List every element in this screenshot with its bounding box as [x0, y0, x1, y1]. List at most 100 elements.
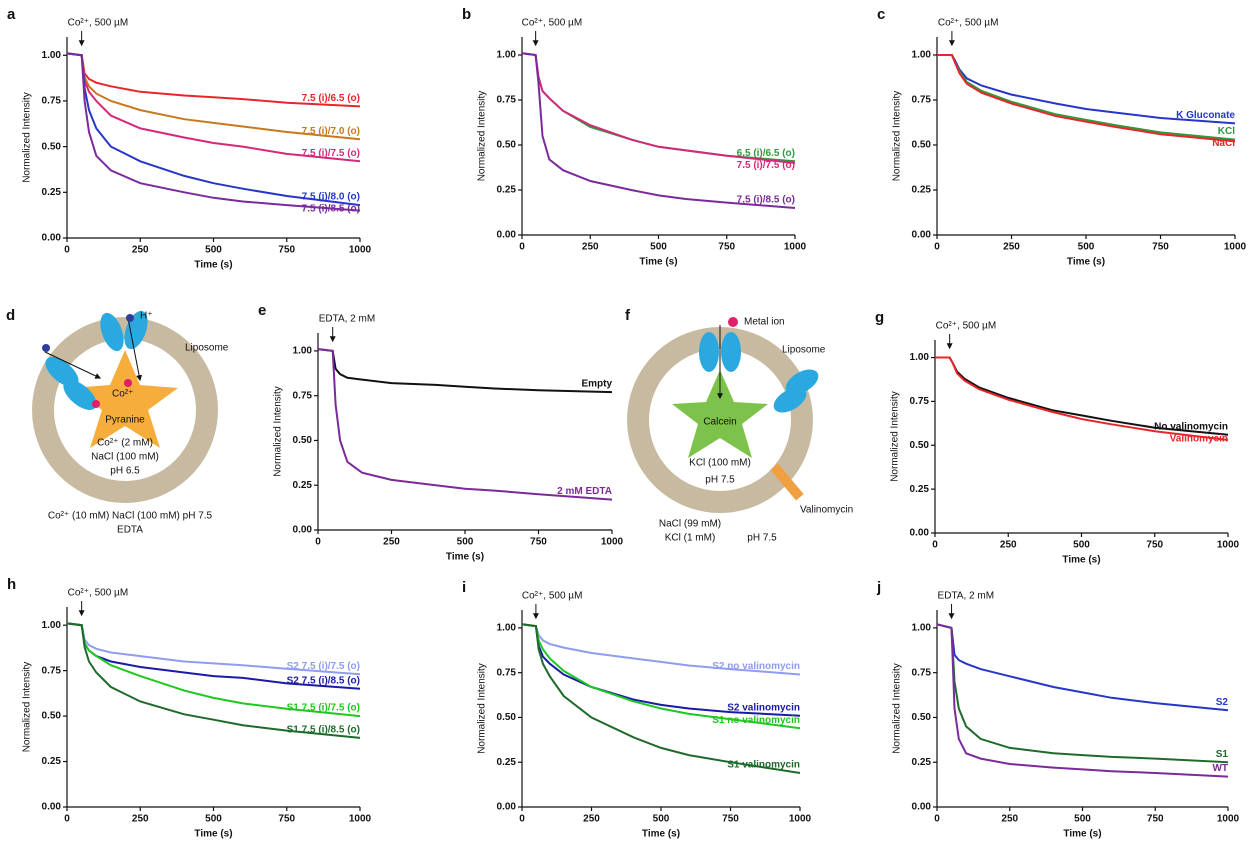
- x-tick-label: 250: [132, 814, 149, 825]
- x-tick-label: 500: [1073, 540, 1090, 551]
- panel-letter: g: [875, 309, 884, 326]
- label: EDTA: [117, 525, 143, 536]
- y-axis-label: Normalized Intensity: [892, 91, 903, 182]
- series-label: S2 7.5 (i)/8.5 (o): [287, 675, 360, 686]
- x-tick-label: 500: [1078, 242, 1095, 253]
- y-tick-label: 0.25: [42, 756, 62, 767]
- metal-ion: [728, 317, 738, 327]
- chart: g 0.00 0.25 0.50 0.75 1.00 0 250 500 750 1000 Time …: [875, 309, 1240, 566]
- proton: [42, 344, 50, 352]
- y-tick-label: 0.25: [42, 187, 62, 198]
- label: KCl (1 mM): [665, 533, 716, 544]
- series-label: K Gluconate: [1176, 110, 1235, 121]
- transporter: [100, 312, 124, 352]
- series-label: S2 no valinomycin: [712, 661, 800, 672]
- x-tick-label: 1000: [349, 814, 372, 825]
- transporter: [63, 380, 97, 410]
- x-tick-label: 500: [650, 242, 667, 253]
- x-tick-label: 750: [530, 537, 547, 548]
- panel-letter: i: [462, 579, 466, 596]
- series-label: S1: [1216, 749, 1229, 760]
- y-tick-label: 1.00: [912, 623, 932, 634]
- x-axis-label: Time (s): [642, 829, 680, 840]
- label: pH 7.5: [705, 475, 735, 486]
- x-tick-label: 750: [1152, 242, 1169, 253]
- x-tick-label: 750: [1147, 814, 1164, 825]
- chart: i 0.00 0.25 0.50 0.75 1.00 0 250 500 750 1000 Time …: [462, 579, 812, 840]
- x-tick-label: 500: [1074, 814, 1091, 825]
- y-tick-label: 0.00: [912, 802, 932, 813]
- series-label: 6.5 (i)/6.5 (o): [737, 148, 795, 159]
- panel-letter: c: [877, 6, 885, 23]
- chart: c 0.00 0.25 0.50 0.75 1.00 0 250 500 750 1000 Time …: [877, 6, 1247, 268]
- chart: e 0.00 0.25 0.50 0.75 1.00 0 250 500 750 1000 Time …: [258, 302, 624, 563]
- series-label: 7.5 (i)/8.5 (o): [302, 204, 360, 215]
- label: Co²⁺: [112, 389, 133, 400]
- x-tick-label: 1000: [789, 814, 812, 825]
- y-tick-label: 0.50: [912, 140, 932, 151]
- x-axis-label: Time (s): [1063, 829, 1101, 840]
- y-axis-label: Normalized Intensity: [890, 391, 901, 482]
- series-label: 7.5 (i)/7.5 (o): [737, 160, 795, 171]
- transporter: [721, 332, 741, 372]
- panel-letter: h: [7, 576, 16, 593]
- x-axis-label: Time (s): [194, 260, 232, 271]
- y-tick-label: 0.75: [497, 95, 517, 106]
- annotation: Co²⁺, 500 µM: [522, 18, 583, 29]
- x-tick-label: 0: [934, 242, 940, 253]
- series-line: [521, 623, 801, 774]
- x-tick-label: 1000: [784, 242, 807, 253]
- diagram-d: d H⁺ Co²⁺ Liposome Pyranine Co²⁺ (2 mM) …: [6, 307, 229, 536]
- y-axis-label: Normalized Intensity: [22, 92, 33, 183]
- y-tick-label: 0.00: [910, 528, 930, 539]
- chart: b 0.00 0.25 0.50 0.75 1.00 0 250 500 750 1000 Time …: [462, 6, 807, 268]
- transporter: [699, 332, 719, 372]
- series-label: 7.5 (i)/7.5 (o): [302, 148, 360, 159]
- panel-letter: j: [876, 579, 881, 596]
- series-line: [317, 348, 613, 501]
- y-axis-label: Normalized Intensity: [477, 91, 488, 182]
- panel-letter: a: [7, 6, 16, 23]
- series-label: S1 7.5 (i)/7.5 (o): [287, 703, 360, 714]
- series-label: No valinomycin: [1154, 421, 1228, 432]
- series-line: [936, 623, 1229, 712]
- y-tick-label: 0.75: [912, 95, 932, 106]
- series-label: S2 7.5 (i)/7.5 (o): [287, 661, 360, 672]
- series-label: 7.5 (i)/8.0 (o): [302, 192, 360, 203]
- series-label: WT: [1212, 763, 1228, 774]
- y-tick-label: 0.00: [42, 233, 62, 244]
- x-tick-label: 250: [582, 242, 599, 253]
- y-tick-label: 0.75: [497, 667, 517, 678]
- x-tick-label: 1000: [1224, 242, 1247, 253]
- chart: j 0.00 0.25 0.50 0.75 1.00 0 250 500 750 1000 Time …: [876, 579, 1240, 840]
- y-tick-label: 1.00: [910, 352, 930, 363]
- series-label: 7.5 (i)/6.5 (o): [302, 93, 360, 104]
- y-tick-label: 0.75: [42, 665, 62, 676]
- annotation: Co²⁺, 500 µM: [68, 588, 129, 599]
- x-axis-label: Time (s): [1062, 555, 1100, 566]
- panel-letter: b: [462, 6, 471, 23]
- liposome-ring: [32, 317, 218, 503]
- annotation: Co²⁺, 500 µM: [68, 18, 129, 29]
- x-tick-label: 0: [64, 814, 70, 825]
- y-tick-label: 0.50: [293, 435, 313, 446]
- label: pH 7.5: [747, 533, 777, 544]
- arrow: [127, 317, 143, 382]
- y-tick-label: 0.50: [497, 140, 517, 151]
- label: Liposome: [782, 345, 826, 356]
- y-tick-label: 1.00: [497, 623, 517, 634]
- y-axis-label: Normalized Intensity: [477, 663, 488, 754]
- annotation: EDTA, 2 mM: [319, 314, 375, 325]
- x-axis-label: Time (s): [194, 829, 232, 840]
- y-tick-label: 0.75: [42, 96, 62, 107]
- x-tick-label: 250: [1000, 540, 1017, 551]
- annotation: Co²⁺, 500 µM: [522, 591, 583, 602]
- chart: a 0.00 0.25 0.50 0.75 1.00 0 250 500 750 1000 Time …: [7, 6, 372, 271]
- label: pH 6.5: [110, 466, 140, 477]
- series-line: [66, 52, 361, 212]
- y-tick-label: 1.00: [42, 620, 62, 631]
- panel-letter: d: [6, 307, 15, 324]
- y-tick-label: 0.75: [293, 390, 313, 401]
- series-label: S1 7.5 (i)/8.5 (o): [287, 725, 360, 736]
- series-line: [317, 348, 613, 394]
